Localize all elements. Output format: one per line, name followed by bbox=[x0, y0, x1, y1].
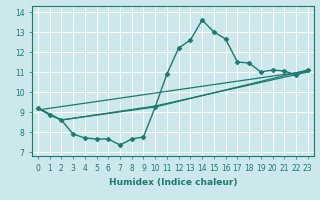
X-axis label: Humidex (Indice chaleur): Humidex (Indice chaleur) bbox=[108, 178, 237, 187]
